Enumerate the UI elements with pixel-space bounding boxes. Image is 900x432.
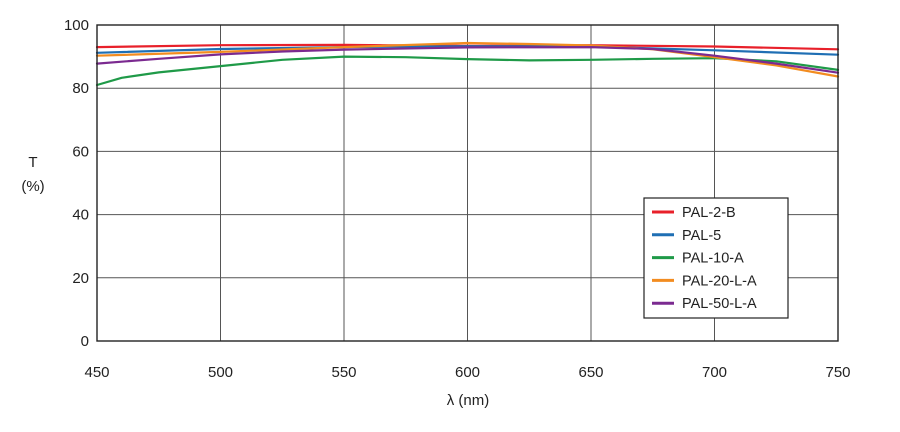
- x-tick-label: 700: [702, 364, 727, 381]
- y-tick-label: 20: [72, 270, 89, 287]
- legend-label: PAL-50-L-A: [682, 296, 757, 312]
- y-axis-unit: (%): [21, 178, 44, 195]
- y-tick-label: 40: [72, 207, 89, 224]
- y-tick-label: 0: [81, 333, 89, 350]
- series-line-pal-20-l-a: [95, 41, 840, 78]
- tick-labels: 450 500 550 600 650 700 750 0 20 40 60 80 100: [64, 17, 851, 381]
- legend-label: PAL-5: [682, 228, 721, 244]
- legend-label: PAL-20-L-A: [682, 273, 757, 289]
- plot-frame: [96, 24, 839, 342]
- legend-label: PAL-2-B: [682, 205, 736, 221]
- series-line-pal-5: [95, 45, 840, 56]
- x-tick-label: 500: [208, 364, 233, 381]
- y-tick-label: 60: [72, 143, 89, 160]
- x-tick-label: 750: [825, 364, 850, 381]
- y-tick-label: 100: [64, 17, 89, 34]
- y-tick-label: 80: [72, 80, 89, 97]
- series-line-pal-10-a: [95, 55, 840, 87]
- x-tick-label: 650: [578, 364, 603, 381]
- grid: [97, 25, 838, 341]
- x-tick-label: 600: [455, 364, 480, 381]
- x-axis-label: λ (nm): [447, 392, 490, 409]
- series-line-pal-50-l-a: [95, 45, 840, 74]
- legend-label: PAL-10-A: [682, 251, 744, 267]
- legend: PAL-2-B PAL-5 PAL-10-A PAL-20-L-A PAL-50-L-A: [643, 197, 789, 319]
- x-tick-label: 550: [331, 364, 356, 381]
- x-tick-label: 450: [84, 364, 109, 381]
- series-lines: [95, 41, 840, 87]
- y-axis-label: T: [28, 154, 37, 171]
